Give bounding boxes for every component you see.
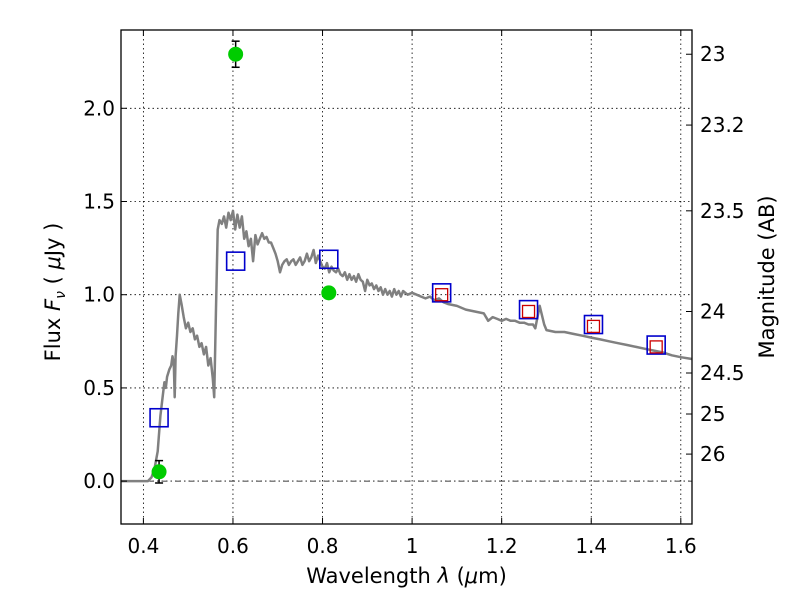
x-tick-label: 1.2 [486,534,518,558]
red-square-point [649,340,663,354]
blue-square-point [318,249,339,270]
model-sed-line [121,209,693,483]
red-square-point [435,288,449,302]
y-tick-label: 2.0 [83,96,115,120]
blue-square-point [431,283,452,303]
blue-square-point [646,335,666,355]
red-square-point [586,319,601,334]
y2-axis-label: Magnitude (AB) [755,195,779,358]
x-tick-label: 1 [406,534,419,558]
x-tick-label: 0.6 [217,534,249,558]
blue-square-point [225,251,246,271]
green-point [321,285,337,301]
y-axis-label: Flux Fν ( μJy ) [41,223,69,362]
grid-lines [121,30,692,524]
axis-ticks: 0.4 0.6 0.8 1 1.2 1.4 1.6 0.0 0.5 1.0 1.5 2.0 23 23.2… [83,30,745,558]
y-tick-label: 0.0 [83,469,115,493]
data-points-layer [149,40,666,484]
y-tick-label: 0.5 [83,376,115,400]
green-point [228,46,244,62]
plot-frame [120,29,693,525]
mag-tick-label: 23.5 [700,199,745,223]
red-square-point [521,304,536,319]
mag-tick-label: 23.2 [700,113,745,137]
mag-tick-label: 24 [700,299,725,323]
x-axis-label: Wavelength λ (μm) [306,564,507,588]
blue-square-point [518,299,539,320]
mag-tick-label: 24.5 [700,361,745,385]
blue-square-point [583,314,604,335]
x-tick-label: 0.8 [307,534,339,558]
y-tick-label: 1.5 [83,190,115,214]
y-tick-label: 1.0 [83,283,115,307]
x-tick-label: 1.6 [665,534,697,558]
blue-square-point [149,407,169,428]
x-tick-label: 1.4 [575,534,607,558]
x-tick-label: 0.4 [127,534,159,558]
mag-tick-label: 23 [700,42,725,66]
mag-tick-label: 26 [700,442,725,466]
mag-tick-label: 25 [700,402,725,426]
green-point [151,464,167,480]
model-sed-layer [121,209,693,483]
